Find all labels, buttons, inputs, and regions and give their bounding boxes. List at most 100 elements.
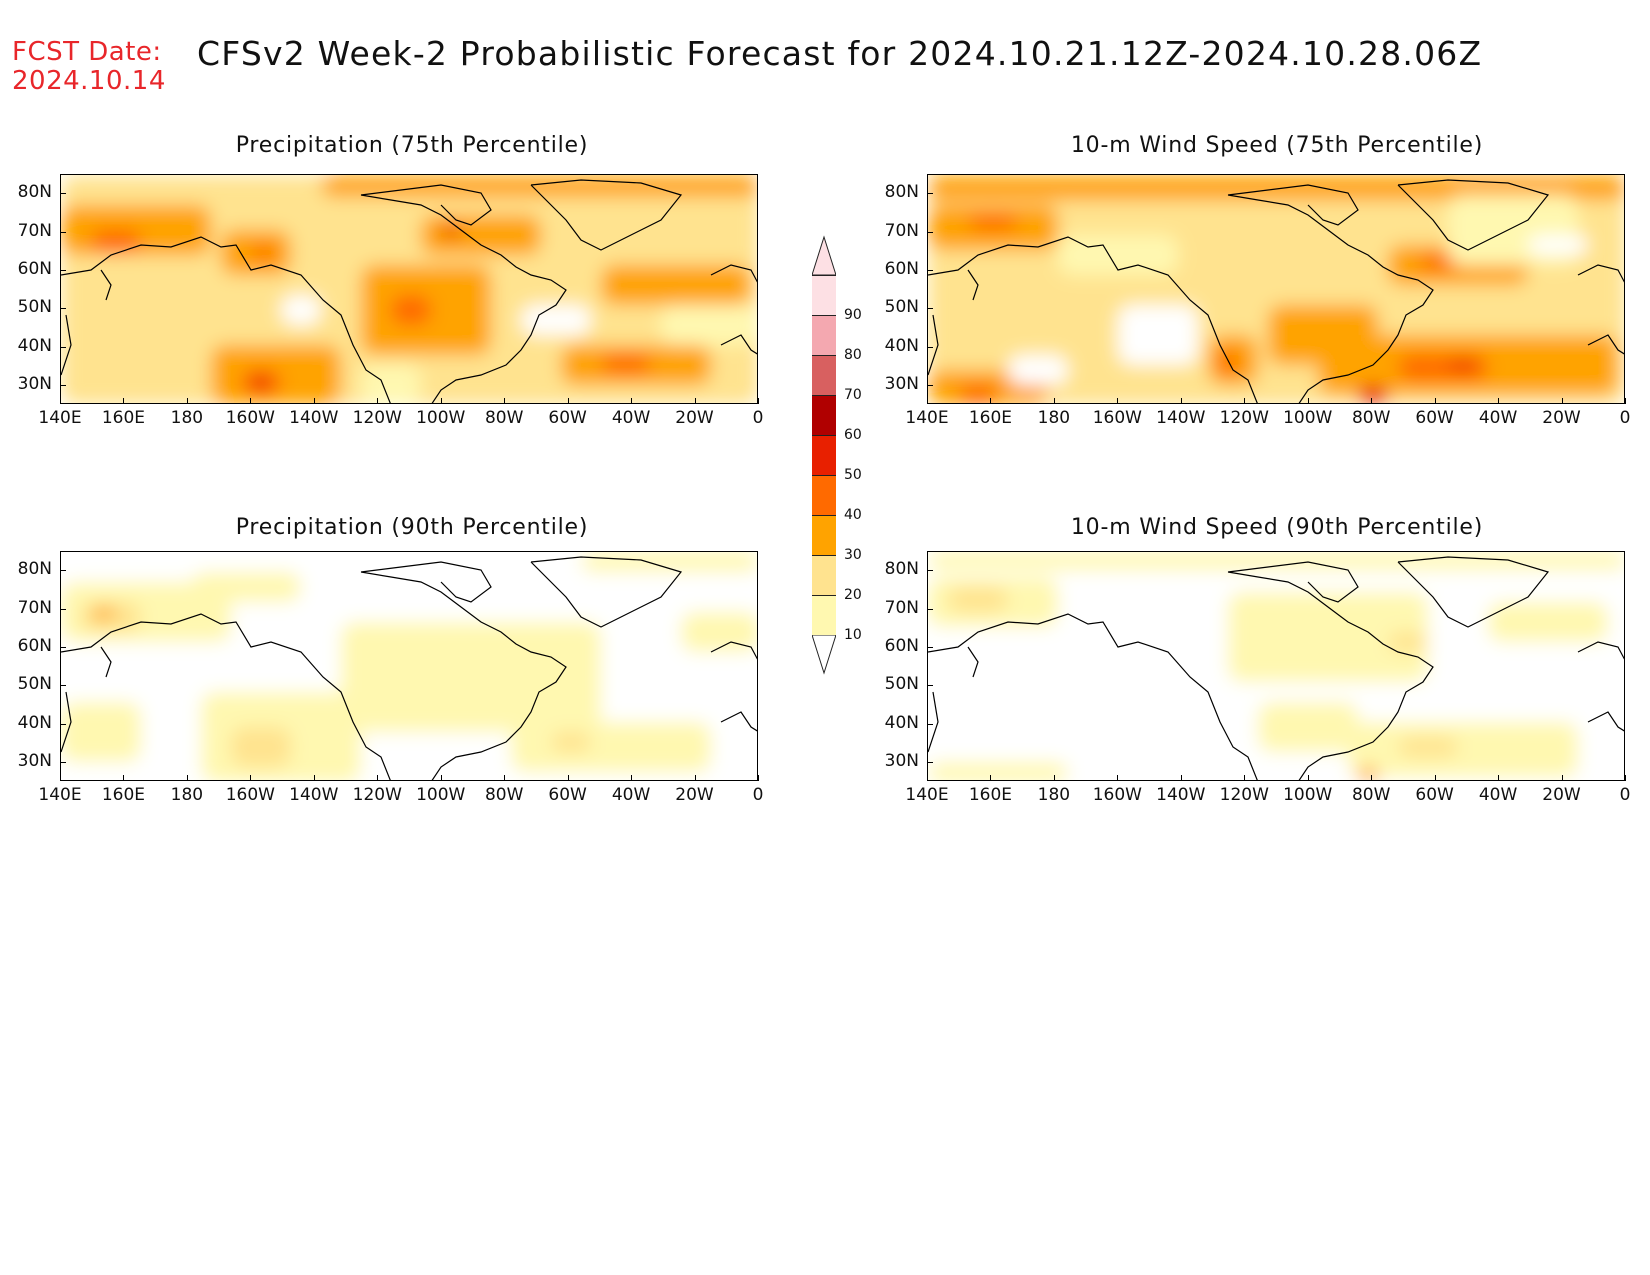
lon-tick bbox=[1625, 398, 1626, 404]
lon-tick bbox=[60, 775, 61, 781]
lon-tick bbox=[631, 775, 633, 781]
lon-tick bbox=[313, 775, 315, 781]
lon-label: 160W bbox=[1092, 785, 1142, 805]
lon-label: 180 bbox=[1037, 408, 1071, 428]
lat-label: 50N bbox=[884, 674, 919, 695]
lat-label: 60N bbox=[884, 635, 919, 656]
lon-tick bbox=[990, 775, 992, 781]
lat-label: 40N bbox=[17, 335, 52, 356]
colorbar-segment bbox=[812, 355, 836, 395]
map-precip-75th bbox=[60, 174, 758, 404]
lat-label: 60N bbox=[884, 258, 919, 279]
panel-title-precip-90: Precipitation (90th Percentile) bbox=[235, 515, 589, 540]
lat-label: 30N bbox=[884, 750, 919, 771]
lon-label: 120W bbox=[1219, 785, 1269, 805]
panel-title-wind-75: 10-m Wind Speed (75th Percentile) bbox=[1070, 133, 1484, 158]
lon-tick bbox=[250, 775, 252, 781]
lon-label: 160W bbox=[225, 785, 275, 805]
map-field bbox=[928, 175, 1624, 403]
lat-tick bbox=[927, 346, 933, 348]
lon-tick bbox=[60, 398, 61, 404]
lat-label: 30N bbox=[17, 373, 52, 394]
lon-label: 40W bbox=[611, 408, 651, 428]
lon-label: 20W bbox=[675, 785, 714, 805]
lon-tick bbox=[440, 775, 442, 781]
lon-tick bbox=[1053, 775, 1055, 781]
colorbar-segment bbox=[812, 315, 836, 355]
colorbar-segment bbox=[812, 275, 836, 315]
colorbar-label: 50 bbox=[844, 467, 862, 483]
forecast-date-block: FCST Date: 2024.10.14 bbox=[12, 38, 166, 96]
lat-label: 30N bbox=[884, 373, 919, 394]
lon-tick bbox=[1244, 775, 1246, 781]
lat-tick bbox=[927, 685, 933, 687]
map-wind-75th bbox=[927, 174, 1625, 404]
lon-label: 60W bbox=[1415, 785, 1454, 805]
lon-label: 160E bbox=[101, 785, 146, 805]
lon-tick bbox=[313, 398, 315, 404]
colorbar-segment bbox=[812, 555, 836, 595]
panel-title-wind-90: 10-m Wind Speed (90th Percentile) bbox=[1070, 515, 1484, 540]
lon-label: 180 bbox=[170, 408, 204, 428]
lon-tick bbox=[440, 398, 442, 404]
lon-label: 80W bbox=[1351, 785, 1391, 805]
lon-label: 140E bbox=[38, 408, 82, 428]
map-field bbox=[61, 552, 757, 780]
lat-label: 70N bbox=[884, 597, 919, 618]
lon-label: 60W bbox=[548, 408, 587, 428]
lat-tick bbox=[60, 269, 66, 271]
lat-tick bbox=[60, 193, 66, 195]
map-field bbox=[61, 175, 757, 403]
map-field bbox=[928, 552, 1624, 780]
lon-tick bbox=[123, 775, 125, 781]
lat-tick bbox=[927, 761, 933, 763]
lat-tick bbox=[927, 570, 933, 572]
lon-tick bbox=[186, 398, 188, 404]
lon-tick bbox=[927, 398, 928, 404]
lat-tick bbox=[927, 384, 933, 386]
lon-label: 20W bbox=[675, 408, 714, 428]
lon-label: 120W bbox=[352, 785, 402, 805]
lon-label: 0 bbox=[752, 785, 764, 805]
lon-label: 140W bbox=[1156, 785, 1206, 805]
lon-tick bbox=[1053, 398, 1055, 404]
lon-label: 100W bbox=[1283, 408, 1333, 428]
map-precip-90th bbox=[60, 551, 758, 781]
lon-label: 0 bbox=[1619, 408, 1631, 428]
lat-label: 70N bbox=[884, 220, 919, 241]
lon-label: 160W bbox=[225, 408, 275, 428]
lon-label: 160E bbox=[968, 408, 1013, 428]
colorbar-label: 20 bbox=[844, 587, 862, 603]
lat-tick bbox=[60, 346, 66, 348]
lon-tick bbox=[1371, 398, 1373, 404]
lon-tick bbox=[1117, 775, 1119, 781]
lon-label: 120W bbox=[1219, 408, 1269, 428]
lat-tick bbox=[60, 761, 66, 763]
colorbar-label: 30 bbox=[844, 547, 862, 563]
lon-label: 80W bbox=[484, 785, 524, 805]
lat-tick bbox=[60, 646, 66, 648]
lon-label: 60W bbox=[1415, 408, 1454, 428]
lon-label: 120W bbox=[352, 408, 402, 428]
lon-tick bbox=[1561, 398, 1563, 404]
lon-tick bbox=[186, 775, 188, 781]
lat-label: 50N bbox=[17, 674, 52, 695]
lon-label: 100W bbox=[416, 408, 466, 428]
lon-label: 40W bbox=[611, 785, 651, 805]
lon-tick bbox=[1307, 398, 1309, 404]
lat-tick bbox=[60, 570, 66, 572]
colorbar-label: 70 bbox=[844, 387, 862, 403]
colorbar-upper-arrow bbox=[812, 235, 836, 275]
lat-tick bbox=[927, 231, 933, 233]
lon-tick bbox=[1498, 398, 1500, 404]
lat-tick bbox=[927, 723, 933, 725]
lon-tick bbox=[1371, 775, 1373, 781]
lon-tick bbox=[250, 398, 252, 404]
colorbar-segment bbox=[812, 435, 836, 475]
lat-label: 70N bbox=[17, 220, 52, 241]
lat-tick bbox=[60, 308, 66, 310]
lon-label: 20W bbox=[1542, 785, 1581, 805]
lat-tick bbox=[927, 308, 933, 310]
lon-label: 60W bbox=[548, 785, 587, 805]
lon-label: 40W bbox=[1478, 785, 1518, 805]
